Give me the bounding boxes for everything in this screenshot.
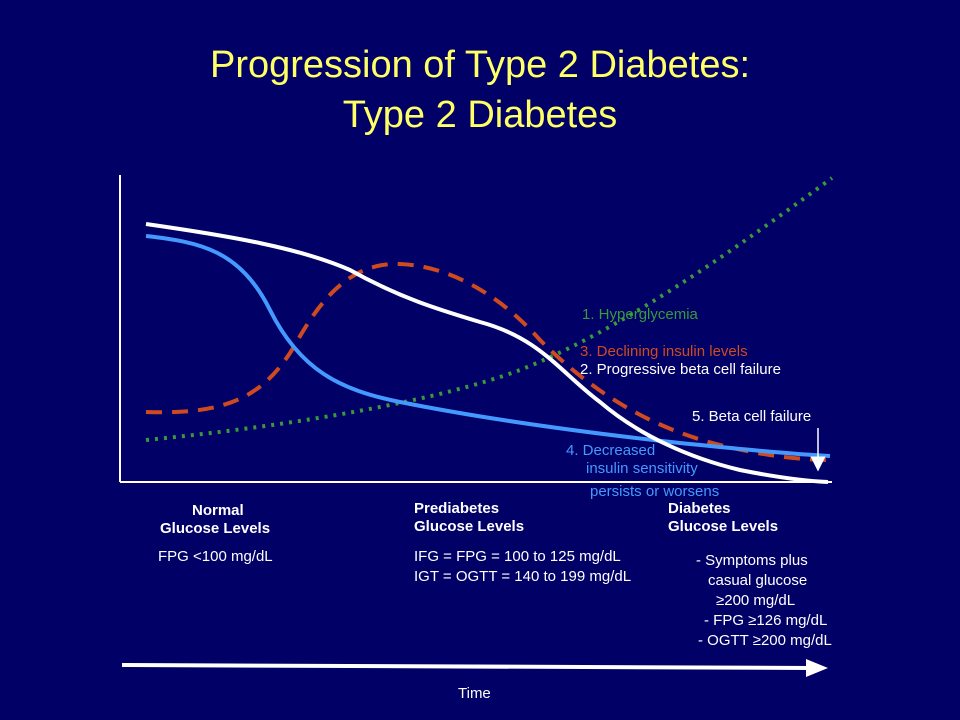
- insulin-levels-label: 3. Declining insulin levels: [580, 343, 748, 360]
- prediabetes-criteria-igt: IGT = OGTT = 140 to 199 mg/dL: [414, 568, 632, 585]
- normal-stage-line-1: Normal: [192, 502, 244, 519]
- slide-title-line-2: Type 2 Diabetes: [342, 94, 618, 136]
- diabetes-criteria-fpg: - FPG ≥126 mg/dL: [704, 612, 828, 629]
- sensitivity-label-line-2: insulin sensitivity: [586, 460, 698, 477]
- prediabetes-stage-line-2: Glucose Levels: [414, 518, 525, 535]
- sensitivity-label-line-1: 4. Decreased: [566, 442, 656, 459]
- diabetes-stage-line-2: Glucose Levels: [668, 518, 779, 535]
- normal-criteria: FPG <100 mg/dL: [158, 548, 273, 565]
- beta-failure-label: 5. Beta cell failure: [692, 408, 812, 425]
- normal-stage-line-2: Glucose Levels: [160, 520, 271, 537]
- diabetes-criteria-casual-value: ≥200 mg/dL: [716, 592, 796, 609]
- diabetes-criteria-symptoms: - Symptoms plus: [696, 552, 808, 569]
- beta-cell-label: 2. Progressive beta cell failure: [580, 361, 781, 378]
- time-arrow-head: [806, 659, 828, 677]
- time-axis-label: Time: [458, 685, 491, 702]
- prediabetes-criteria-ifg: IFG = FPG = 100 to 125 mg/dL: [414, 548, 621, 565]
- sensitivity-label-line-3: persists or worsens: [590, 483, 720, 500]
- slide-title-line-1: Progression of Type 2 Diabetes:: [209, 44, 751, 86]
- hyperglycemia-curve: [145, 176, 834, 442]
- diabetes-stage-line-1: Diabetes: [668, 500, 731, 517]
- beta-cell-curve: [145, 222, 829, 484]
- diabetes-criteria-ogtt: - OGTT ≥200 mg/dL: [698, 632, 832, 649]
- hyperglycemia-label: 1. Hyperglycemia: [582, 306, 698, 323]
- diabetes-criteria-casual: casual glucose: [708, 572, 808, 589]
- time-arrow: [121, 663, 811, 670]
- insulin-sensitivity-curve: [145, 234, 831, 458]
- prediabetes-stage-line-1: Prediabetes: [414, 500, 500, 517]
